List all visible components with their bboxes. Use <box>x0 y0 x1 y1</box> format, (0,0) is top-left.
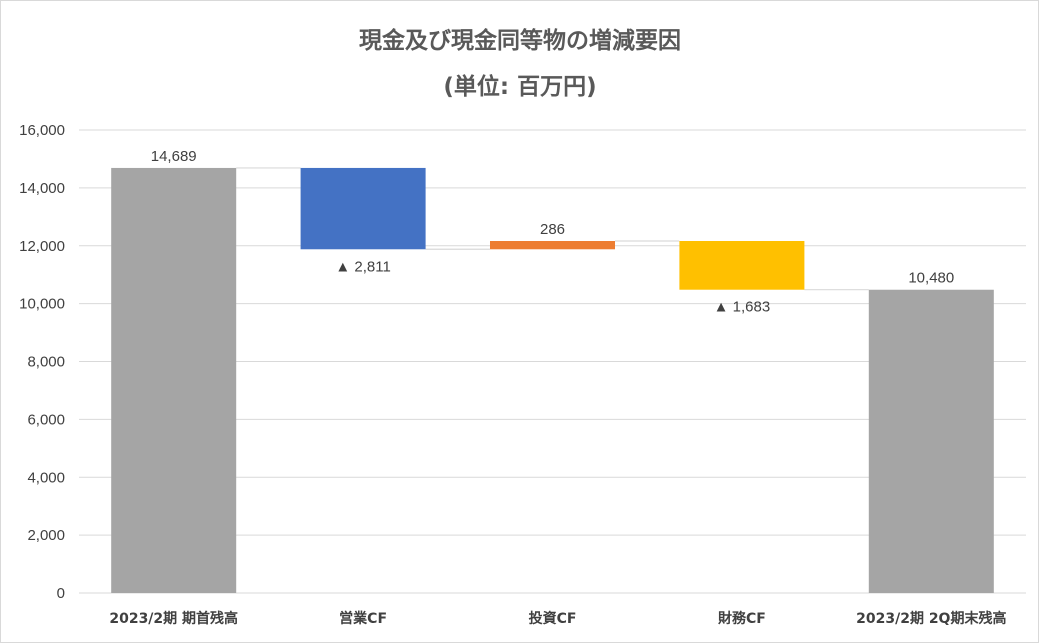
category-label: 投資CF <box>529 610 577 627</box>
category-label: 2023/2期 期首残高 <box>109 610 238 627</box>
y-tick-label: 16,000 <box>19 122 65 139</box>
bar <box>111 167 237 593</box>
chart-subtitle: (単位: 百万円) <box>443 73 596 100</box>
bars <box>111 167 994 593</box>
chart-title: 現金及び現金同等物の増減要因 <box>359 27 681 54</box>
x-axis: 2023/2期 期首残高 営業CF 投資CF 財務CF 2023/2期 2Q期末残高 <box>109 610 1006 627</box>
y-tick-label: 14,000 <box>19 180 65 197</box>
connectors <box>236 167 869 291</box>
bar <box>300 167 426 250</box>
bar <box>489 241 616 250</box>
data-label: ▲ 2,811 <box>335 258 390 275</box>
y-tick-label: 8,000 <box>27 354 65 371</box>
y-axis: 0 2,000 4,000 6,000 8,000 10,000 12,000 14,000 1… <box>19 122 65 602</box>
y-tick-label: 4,000 <box>27 469 65 486</box>
data-labels: 14,689 ▲ 2,811 286 ▲ 1,683 10,480 <box>151 148 954 316</box>
data-label: 286 <box>540 221 565 238</box>
category-label: 営業CF <box>339 610 387 627</box>
y-tick-label: 0 <box>57 585 65 602</box>
data-label: ▲ 1,683 <box>714 299 771 316</box>
category-label: 財務CF <box>717 610 766 627</box>
bar <box>679 241 805 290</box>
y-tick-label: 2,000 <box>27 527 65 544</box>
bar <box>868 289 994 593</box>
data-label: 14,689 <box>151 148 197 165</box>
gridlines <box>79 129 1026 594</box>
y-tick-label: 10,000 <box>19 296 65 313</box>
y-tick-label: 6,000 <box>27 411 65 428</box>
y-tick-label: 12,000 <box>19 238 65 255</box>
category-label: 2023/2期 2Q期末残高 <box>856 610 1006 627</box>
data-label: 10,480 <box>908 270 954 287</box>
